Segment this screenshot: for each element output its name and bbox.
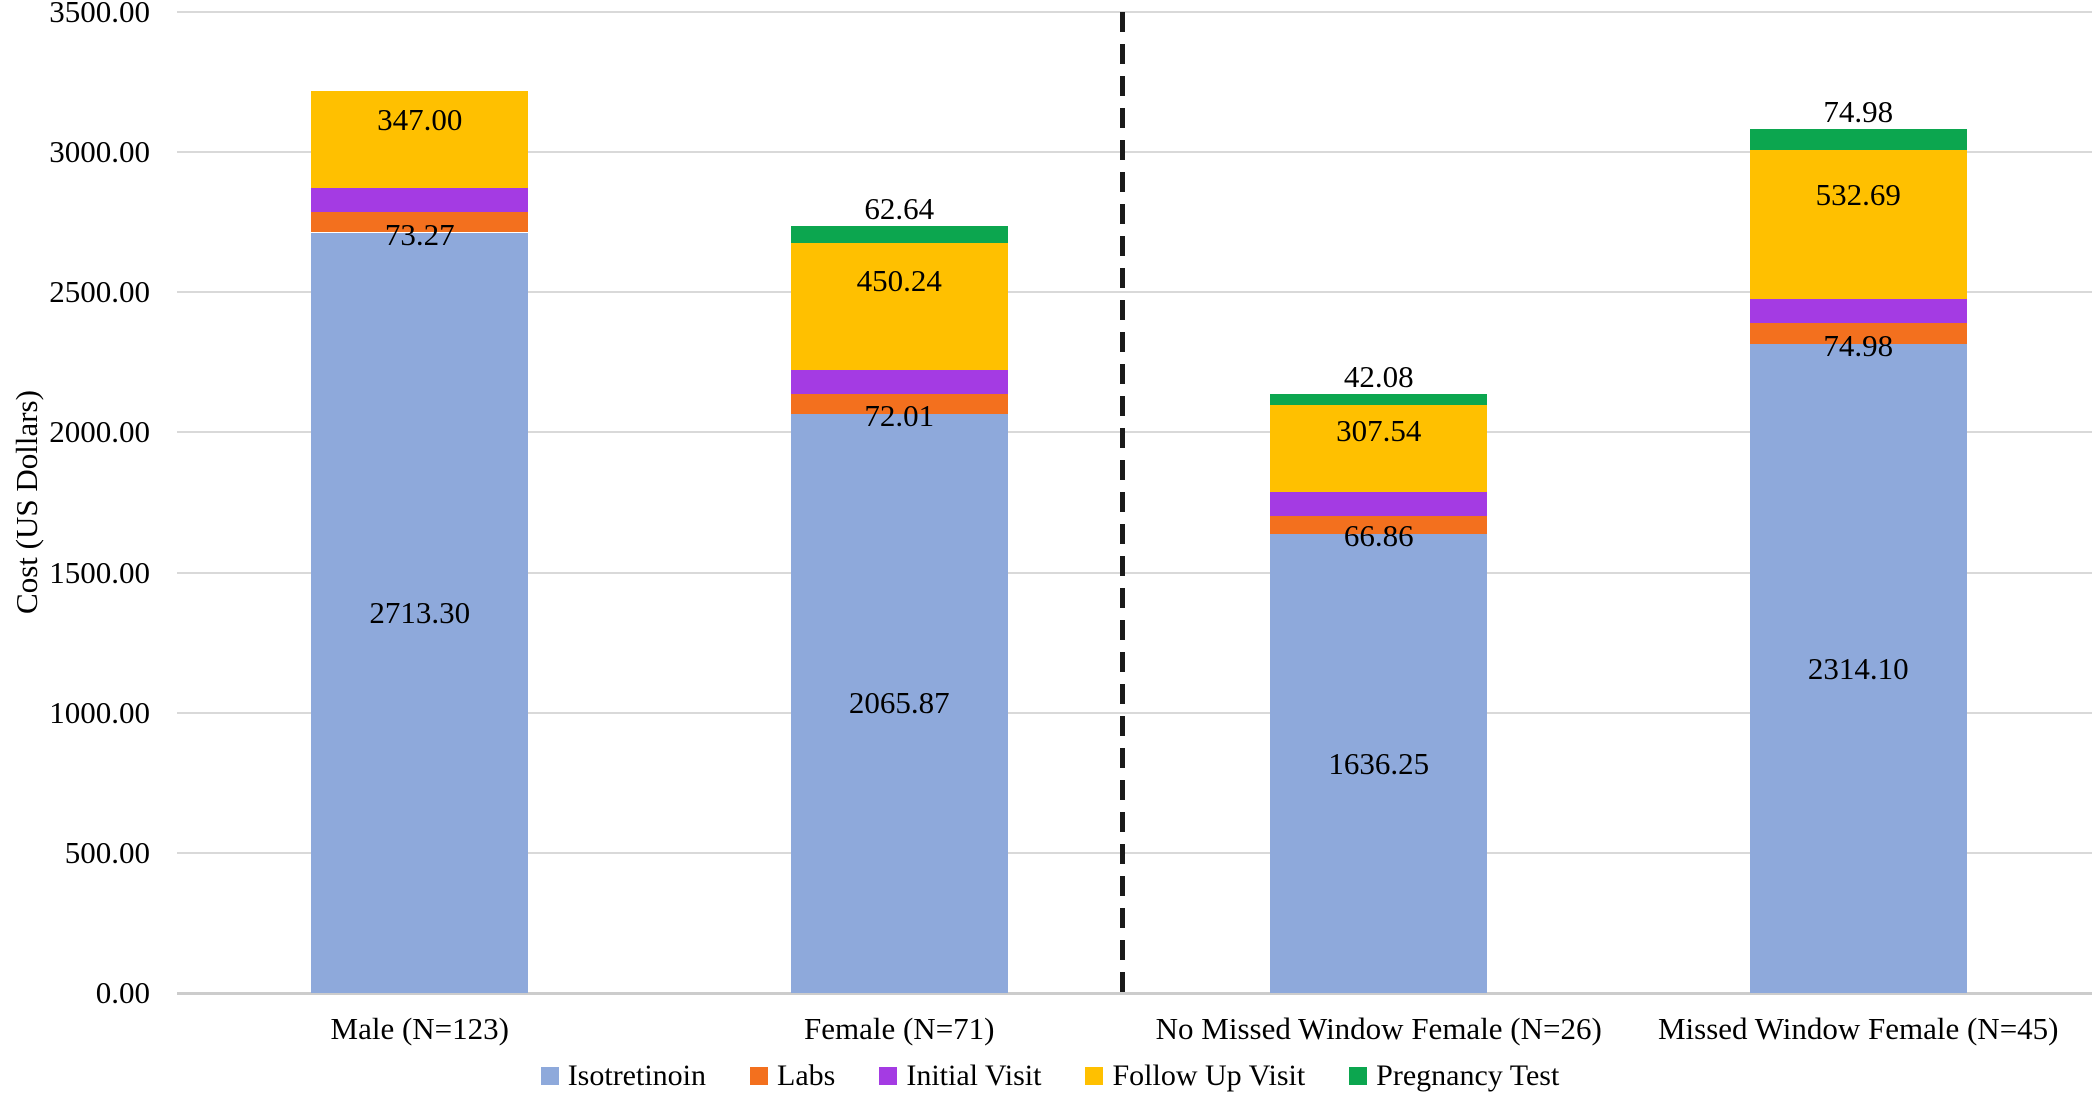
legend-item-initial-visit: Initial Visit [879,1058,1041,1094]
y-tick-label: 0.00 [95,975,150,1010]
bar-segment-follow-up-visit [311,90,529,188]
x-category-label: Male (N=123) [330,1011,509,1046]
gridline [177,151,2092,154]
legend-label: Pregnancy Test [1376,1059,1560,1092]
legend-swatch-isotretinoin [540,1067,559,1085]
bar-segment-pregnancy-test [1270,393,1488,406]
x-category-label: Missed Window Female (N=45) [1657,1011,2059,1046]
y-axis-title: Cost (US Dollars) [9,390,44,614]
legend-item-isotretinoin: Isotretinoin [540,1058,706,1094]
bar-segment-labs [1270,515,1488,535]
x-category-label: Female (N=71) [803,1011,995,1046]
y-tick-label: 1000.00 [49,694,150,730]
y-tick-label: 2500.00 [49,274,150,310]
legend-swatch-initial-visit [879,1067,898,1085]
gridline [177,711,2092,714]
bar-segment-initial-visit [1270,491,1488,516]
legend-label: Initial Visit [906,1059,1042,1092]
legend-swatch-pregnancy-test [1349,1067,1368,1085]
data-label-pregnancy-test: 62.64 [864,190,935,226]
bar-segment-isotretinoin [790,413,1008,993]
data-label-follow-up-visit: 347.00 [377,101,463,137]
bar-segment-isotretinoin [1749,344,1967,993]
data-label-isotretinoin: 1636.25 [1328,745,1430,781]
y-tick-label: 2000.00 [49,414,150,450]
gridline [177,851,2092,854]
bar-segment-isotretinoin [1270,534,1488,993]
legend-label: Labs [777,1059,836,1092]
gridline [177,291,2092,294]
legend-swatch-labs [750,1067,768,1085]
legend-swatch-follow-up-visit [1085,1067,1104,1085]
data-label-labs: 73.27 [384,216,455,252]
legend-item-follow-up-visit: Follow Up Visit [1085,1058,1305,1094]
data-label-follow-up-visit: 450.24 [856,263,942,299]
data-label-labs: 74.98 [1823,328,1894,364]
x-axis-line [177,992,2092,995]
bar-segment-follow-up-visit [790,243,1008,370]
data-label-pregnancy-test: 74.98 [1823,93,1894,129]
legend-label: Follow Up Visit [1112,1059,1306,1092]
legend-item-pregnancy-test: Pregnancy Test [1349,1058,1559,1094]
data-label-pregnancy-test: 42.08 [1343,358,1414,394]
data-label-follow-up-visit: 307.54 [1336,413,1422,449]
bar-segment-pregnancy-test [790,225,1008,244]
bar-segment-initial-visit [1749,299,1967,324]
data-label-labs: 72.01 [864,397,935,433]
data-label-isotretinoin: 2713.30 [369,594,471,630]
legend-item-labs: Labs [750,1058,835,1094]
bar-segment-initial-visit [311,187,529,212]
bar-segment-pregnancy-test [1749,128,1967,150]
bar-segment-isotretinoin [311,232,529,993]
bar-segment-labs [1749,323,1967,345]
gridline [177,11,2092,13]
bar-segment-labs [790,393,1008,414]
y-tick-label: 1500.00 [49,554,150,590]
y-tick-label: 3500.00 [49,0,150,29]
y-tick-label: 500.00 [64,834,150,870]
bar-segment-follow-up-visit [1749,149,1967,300]
gridline [177,431,2092,434]
gridline [177,571,2092,574]
data-label-isotretinoin: 2314.10 [1807,650,1909,686]
data-label-isotretinoin: 2065.87 [848,685,950,721]
bar-segment-initial-visit [790,369,1008,394]
bar-segment-follow-up-visit [1270,405,1488,492]
group-divider-dashed-line [1119,12,1125,993]
data-label-labs: 66.86 [1343,518,1414,554]
legend-label: Isotretinoin [567,1059,706,1092]
data-label-follow-up-visit: 532.69 [1815,176,1901,212]
bar-segment-labs [311,211,529,233]
x-category-label: No Missed Window Female (N=26) [1155,1011,1602,1046]
y-tick-label: 3000.00 [49,134,150,170]
legend: Isotretinoin Labs Initial Visit Follow Up V… [0,1058,2100,1094]
